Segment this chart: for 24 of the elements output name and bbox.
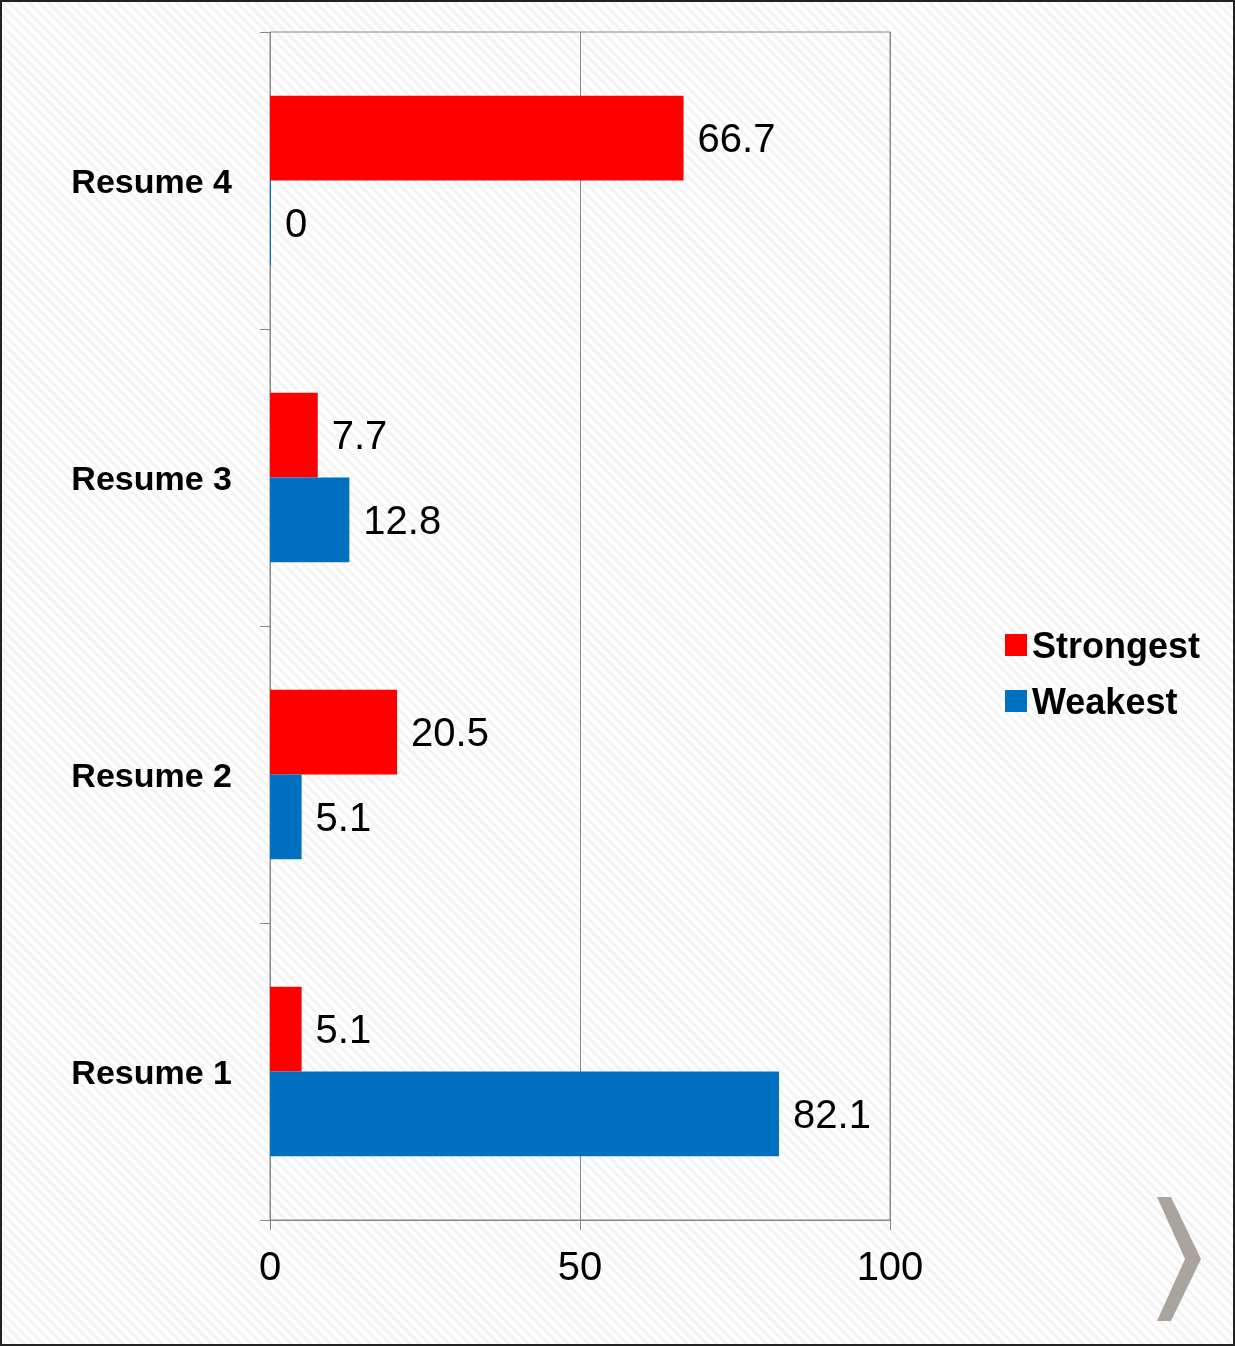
y-tick-label: Resume 4 — [71, 161, 233, 200]
bar — [270, 1071, 780, 1157]
bar — [270, 774, 302, 860]
bar — [270, 986, 302, 1072]
y-tick-label: Resume 2 — [71, 755, 232, 794]
data-label: 0 — [285, 200, 308, 245]
data-label: 66.7 — [697, 116, 776, 161]
y-tick-label: Resume 1 — [71, 1052, 232, 1091]
bar — [270, 477, 350, 563]
legend-label: Strongest — [1031, 624, 1201, 666]
legend-label: Weakest — [1031, 680, 1178, 722]
x-tick-label: 0 — [258, 1244, 282, 1288]
data-label: 12.8 — [363, 497, 442, 542]
data-label: 82.1 — [793, 1091, 871, 1136]
data-label: 5.1 — [315, 794, 372, 839]
data-label: 7.7 — [331, 413, 388, 458]
y-tick-label: Resume 3 — [71, 458, 232, 497]
x-tick-label: 50 — [557, 1244, 603, 1288]
bar — [270, 392, 318, 478]
bar — [270, 95, 684, 181]
data-label: 5.1 — [315, 1007, 372, 1052]
data-label: 20.5 — [411, 710, 489, 755]
x-tick-label: 100 — [856, 1244, 924, 1288]
bar — [270, 689, 398, 775]
